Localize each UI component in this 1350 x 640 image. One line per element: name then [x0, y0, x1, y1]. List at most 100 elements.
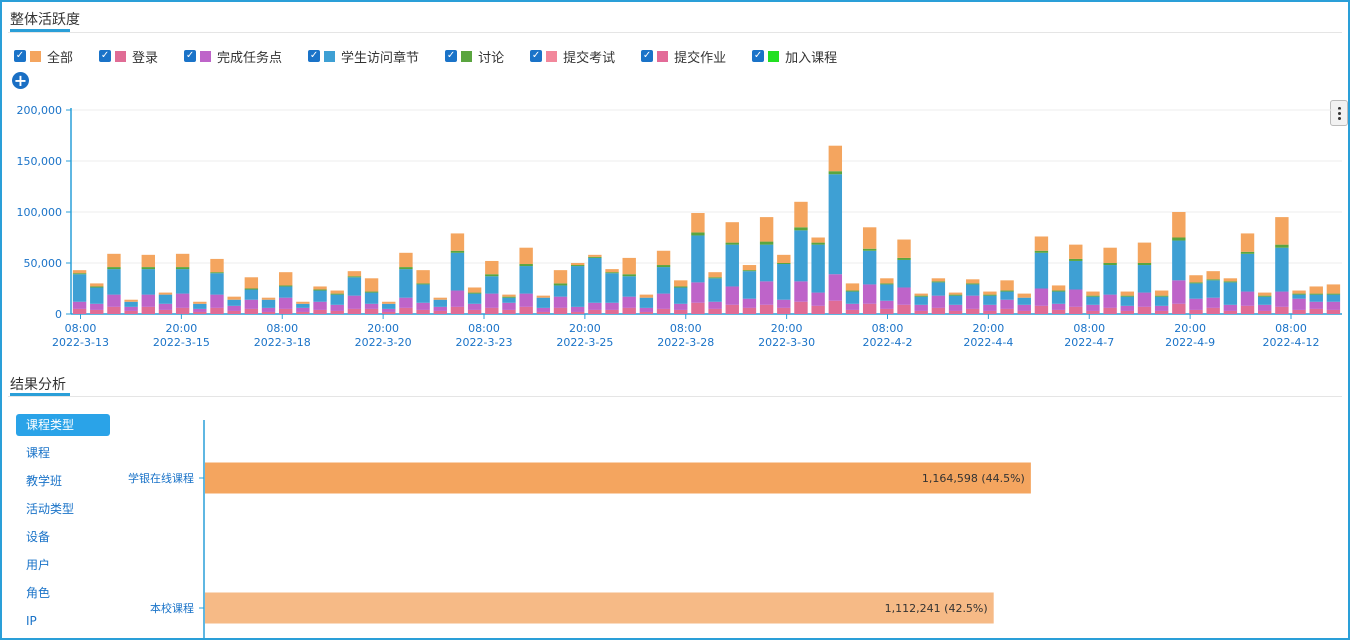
legend-checkbox[interactable]: ✓: [14, 50, 26, 62]
bar-segment[interactable]: [399, 307, 413, 314]
bar-segment[interactable]: [416, 302, 430, 310]
bar-segment[interactable]: [1258, 310, 1272, 314]
bar-segment[interactable]: [399, 297, 413, 308]
bar-segment[interactable]: [90, 283, 104, 287]
bar-segment[interactable]: [828, 174, 843, 275]
bar-segment[interactable]: [1258, 292, 1272, 296]
bar-segment[interactable]: [759, 241, 774, 245]
bar-segment[interactable]: [364, 291, 379, 293]
bar-segment[interactable]: [399, 267, 413, 270]
bar-segment[interactable]: [261, 297, 276, 300]
bar-segment[interactable]: [605, 269, 619, 273]
bar-segment[interactable]: [588, 254, 602, 257]
bar-segment[interactable]: [1034, 288, 1049, 306]
category-bar[interactable]: [205, 462, 1031, 494]
bar-segment[interactable]: [536, 311, 551, 314]
bar-segment[interactable]: [244, 308, 259, 314]
bar-segment[interactable]: [227, 299, 241, 306]
bar-segment[interactable]: [1172, 280, 1186, 304]
bar-segment[interactable]: [914, 295, 928, 297]
bar-segment[interactable]: [72, 308, 87, 314]
bar-segment[interactable]: [278, 297, 293, 309]
bar-segment[interactable]: [828, 300, 843, 314]
bar-segment[interactable]: [1086, 295, 1100, 297]
bar-segment[interactable]: [485, 293, 499, 308]
bar-segment[interactable]: [1034, 305, 1049, 314]
bar-segment[interactable]: [794, 227, 808, 231]
legend-checkbox[interactable]: ✓: [752, 50, 765, 62]
bar-segment[interactable]: [210, 307, 224, 314]
bar-segment[interactable]: [553, 285, 568, 297]
legend-item[interactable]: ✓ 完成任务点: [184, 47, 282, 66]
bar-segment[interactable]: [1034, 250, 1049, 253]
bar-segment[interactable]: [1223, 278, 1238, 282]
bar-segment[interactable]: [1275, 291, 1289, 307]
bar-segment[interactable]: [845, 290, 860, 292]
bar-segment[interactable]: [450, 250, 465, 253]
bar-segment[interactable]: [382, 308, 396, 312]
bar-segment[interactable]: [416, 270, 430, 284]
bar-segment[interactable]: [107, 294, 121, 307]
bar-segment[interactable]: [811, 242, 825, 245]
bar-segment[interactable]: [1103, 263, 1117, 266]
bar-segment[interactable]: [759, 217, 774, 242]
legend-checkbox[interactable]: ✓: [308, 50, 321, 62]
bar-segment[interactable]: [1086, 310, 1100, 314]
bar-segment[interactable]: [210, 272, 224, 274]
bar-segment[interactable]: [244, 277, 259, 289]
bar-segment[interactable]: [519, 266, 533, 294]
bar-segment[interactable]: [467, 287, 482, 293]
bar-segment[interactable]: [296, 301, 310, 304]
bar-segment[interactable]: [656, 250, 671, 266]
bar-segment[interactable]: [553, 283, 568, 286]
legend-checkbox[interactable]: ✓: [99, 50, 112, 62]
bar-segment[interactable]: [502, 294, 516, 297]
bar-segment[interactable]: [897, 259, 911, 288]
bar-segment[interactable]: [948, 294, 963, 296]
bar-segment[interactable]: [983, 291, 997, 295]
bar-segment[interactable]: [742, 270, 757, 272]
bar-segment[interactable]: [777, 263, 791, 265]
dimension-menu-item[interactable]: 角色: [26, 586, 51, 600]
bar-segment[interactable]: [158, 309, 173, 314]
bar-segment[interactable]: [1309, 308, 1323, 314]
bar-segment[interactable]: [725, 286, 739, 305]
bar-segment[interactable]: [1172, 240, 1186, 281]
bar-segment[interactable]: [862, 248, 877, 251]
bar-segment[interactable]: [158, 294, 173, 304]
bar-segment[interactable]: [1240, 233, 1255, 252]
bar-segment[interactable]: [1120, 310, 1135, 314]
bar-segment[interactable]: [880, 300, 894, 309]
bar-segment[interactable]: [1292, 294, 1306, 299]
bar-segment[interactable]: [828, 274, 843, 301]
bar-segment[interactable]: [605, 309, 619, 314]
bar-segment[interactable]: [141, 267, 155, 270]
bar-segment[interactable]: [1292, 298, 1306, 310]
bar-segment[interactable]: [364, 308, 379, 314]
bar-segment[interactable]: [364, 292, 379, 304]
bar-segment[interactable]: [296, 311, 310, 314]
bar-segment[interactable]: [931, 282, 946, 296]
bar-segment[interactable]: [880, 283, 894, 285]
bar-segment[interactable]: [605, 272, 619, 274]
bar-segment[interactable]: [1309, 286, 1323, 294]
bar-segment[interactable]: [347, 277, 362, 296]
bar-segment[interactable]: [1206, 307, 1220, 314]
bar-segment[interactable]: [777, 299, 791, 308]
bar-segment[interactable]: [1258, 304, 1272, 311]
bar-segment[interactable]: [141, 254, 155, 268]
bar-segment[interactable]: [1240, 291, 1255, 306]
bar-segment[interactable]: [1000, 280, 1014, 291]
bar-segment[interactable]: [794, 281, 808, 302]
bar-segment[interactable]: [1240, 253, 1255, 292]
bar-segment[interactable]: [347, 308, 362, 314]
bar-segment[interactable]: [1017, 304, 1031, 311]
bar-segment[interactable]: [1017, 310, 1031, 314]
bar-segment[interactable]: [897, 287, 911, 305]
bar-segment[interactable]: [278, 272, 293, 286]
bar-segment[interactable]: [708, 278, 722, 302]
bar-segment[interactable]: [124, 310, 138, 314]
bar-segment[interactable]: [708, 308, 722, 314]
bar-segment[interactable]: [639, 311, 654, 314]
bar-segment[interactable]: [948, 304, 963, 311]
